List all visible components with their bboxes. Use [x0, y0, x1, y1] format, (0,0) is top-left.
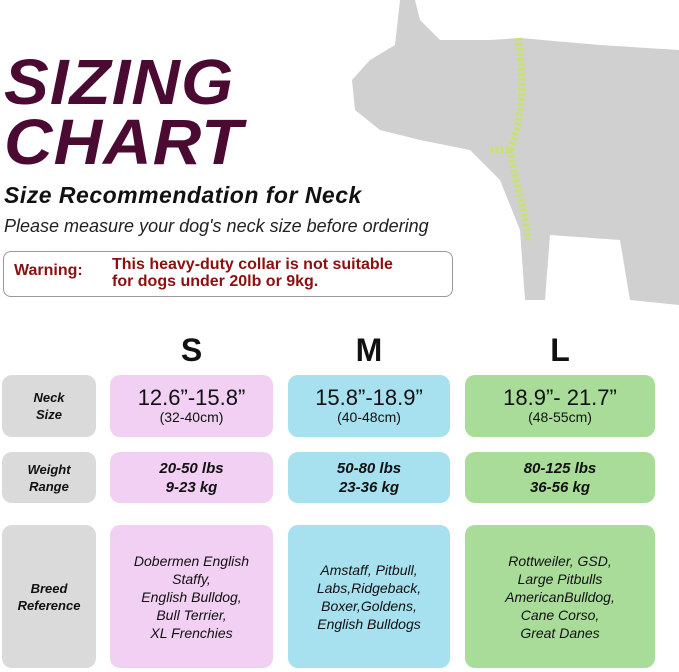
- weight-kg: 23-36 kg: [338, 478, 400, 496]
- neck-inches: 12.6”-15.8”: [137, 385, 246, 410]
- neck-cm: (48-55cm): [528, 409, 592, 425]
- neck-inches: 15.8”-18.9”: [315, 385, 423, 410]
- subtitle: Size Recommendation for Neck: [4, 182, 362, 208]
- breed-cell-m: Amstaff, Pitbull, Labs,Ridgeback, Boxer,Go…: [288, 525, 450, 668]
- warning-label: Warning:: [14, 262, 83, 279]
- label-text: Reference: [17, 597, 81, 613]
- breed-line: Cane Corso,: [520, 606, 600, 623]
- breed-line: Staffy,: [172, 570, 211, 587]
- dog-harness-illustration: [352, 0, 679, 305]
- breed-cell-s: Dobermen English Staffy, English Bulldog, B…: [110, 525, 273, 668]
- neck-cell-l: 18.9”- 21.7” (48-55cm): [465, 375, 655, 437]
- row-label-neck: Neck Size: [2, 375, 96, 437]
- neck-inches: 18.9”- 21.7”: [503, 385, 617, 410]
- breed-line: Bull Terrier,: [156, 606, 227, 623]
- weight-cell-l: 80-125 lbs 36-56 kg: [465, 452, 655, 503]
- row-label-weight: Weight Range: [2, 452, 96, 503]
- weight-cell-s: 20-50 lbs 9-23 kg: [110, 452, 273, 503]
- weight-cell-m: 50-80 lbs 23-36 kg: [288, 452, 450, 503]
- breed-line: Dobermen English: [133, 552, 250, 569]
- breed-line: Great Danes: [520, 624, 600, 641]
- breed-line: Amstaff, Pitbull,: [320, 561, 418, 578]
- size-header-l: L: [550, 332, 570, 368]
- label-text: Size: [35, 407, 62, 422]
- weight-kg: 36-56 kg: [529, 478, 591, 496]
- breed-line: English Bulldog,: [141, 588, 242, 605]
- label-text: Neck: [33, 390, 65, 405]
- label-text: Range: [29, 478, 69, 494]
- title-line-2: CHART: [4, 106, 244, 178]
- breed-line: Labs,Ridgeback,: [316, 579, 422, 596]
- weight-kg: 9-23 kg: [165, 478, 218, 496]
- weight-lbs: 50-80 lbs: [336, 459, 402, 477]
- breed-line: Large Pitbulls: [517, 570, 603, 587]
- title-line-1: SIZING: [4, 46, 235, 118]
- neck-cm: (32-40cm): [159, 409, 224, 425]
- breed-cell-l: Rottweiler, GSD, Large Pitbulls AmericanBu…: [465, 525, 655, 668]
- breed-line: English Bulldogs: [317, 615, 421, 632]
- warning-box: Warning: This heavy-duty collar is not s…: [3, 251, 453, 297]
- warning-message: This heavy-duty collar is not suitable f…: [112, 256, 393, 290]
- neck-cm: (40-48cm): [337, 409, 401, 425]
- neck-cell-m: 15.8”-18.9” (40-48cm): [288, 375, 450, 437]
- neck-cell-s: 12.6”-15.8” (32-40cm): [110, 375, 273, 437]
- breed-line: Rottweiler, GSD,: [508, 552, 612, 569]
- weight-lbs: 20-50 lbs: [159, 459, 224, 477]
- label-text: Breed: [30, 580, 68, 596]
- breed-line: XL Frenchies: [150, 624, 233, 641]
- warning-line: for dogs under 20lb or 9kg.: [112, 273, 319, 290]
- warning-line: This heavy-duty collar is not suitable: [112, 256, 393, 273]
- size-header-s: S: [180, 332, 203, 368]
- breed-line: AmericanBulldog,: [505, 588, 615, 605]
- row-label-breed: Breed Reference: [2, 525, 96, 668]
- breed-line: Boxer,Goldens,: [321, 597, 417, 614]
- label-text: Weight: [27, 461, 71, 477]
- instruction-text: Please measure your dog's neck size befo…: [4, 216, 429, 236]
- weight-lbs: 80-125 lbs: [523, 459, 597, 477]
- size-header-m: M: [355, 332, 383, 368]
